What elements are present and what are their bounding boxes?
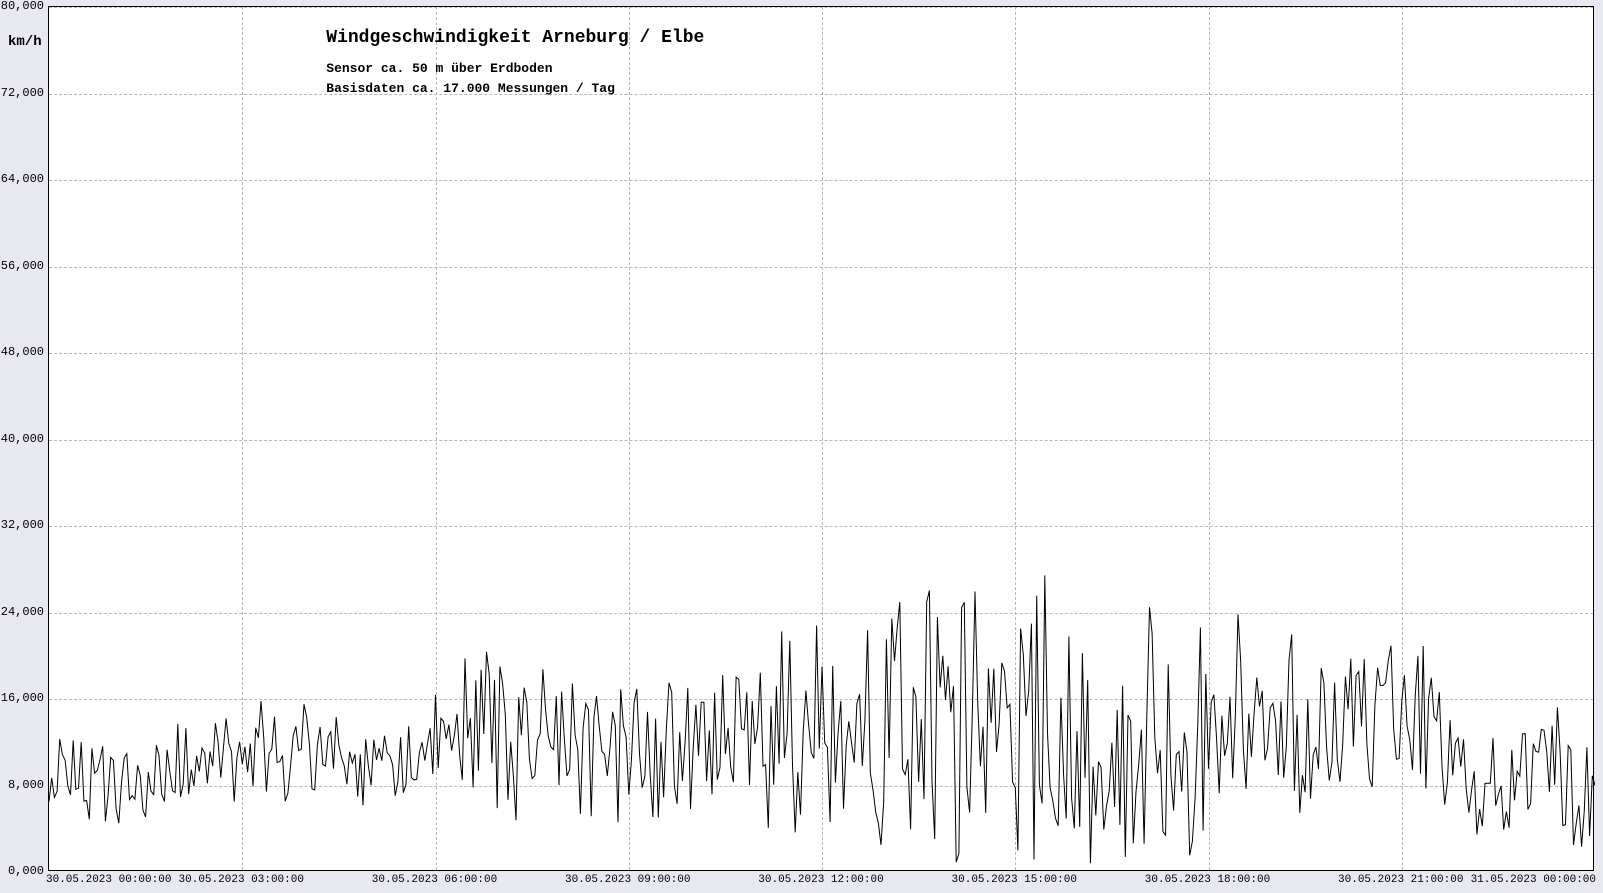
y-tick-label: 64,000 <box>1 172 44 186</box>
x-tick-label: 30.05.2023 09:00:00 <box>553 874 703 886</box>
y-tick-label: 80,000 <box>1 0 44 13</box>
y-tick-label: 40,000 <box>1 432 44 446</box>
y-tick-label: 56,000 <box>1 259 44 273</box>
y-tick-label: 8,000 <box>8 778 44 792</box>
y-tick-label: 72,000 <box>1 86 44 100</box>
y-tick-label: 0,000 <box>8 864 44 878</box>
x-tick-label: 30.05.2023 12:00:00 <box>746 874 896 886</box>
y-tick-label: 24,000 <box>1 605 44 619</box>
x-tick-label: 30.05.2023 18:00:00 <box>1133 874 1283 886</box>
y-tick-label: 16,000 <box>1 691 44 705</box>
y-axis-label: km/h <box>8 34 42 50</box>
wind-series-path <box>49 575 1595 863</box>
wind-series-line <box>49 7 1595 872</box>
x-tick-label: 30.05.2023 06:00:00 <box>360 874 510 886</box>
x-tick-label: 31.05.2023 00:00:00 <box>1446 874 1596 886</box>
x-tick-label: 30.05.2023 03:00:00 <box>166 874 316 886</box>
chart-plot-area <box>48 6 1594 871</box>
x-tick-label: 30.05.2023 15:00:00 <box>939 874 1089 886</box>
y-tick-label: 32,000 <box>1 518 44 532</box>
y-tick-label: 48,000 <box>1 345 44 359</box>
